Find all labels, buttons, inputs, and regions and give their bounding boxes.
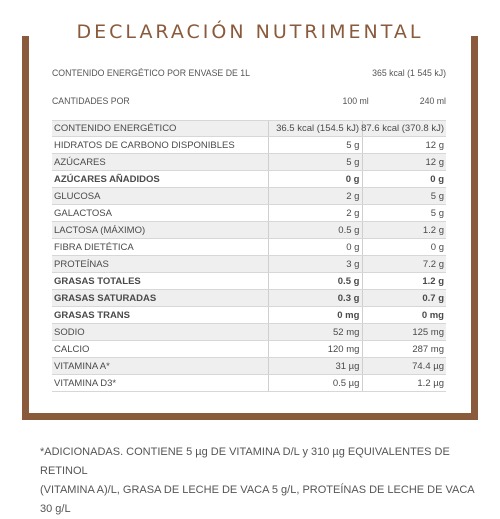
nutrient-name: SODIO xyxy=(54,326,85,338)
nutrient-name: LACTOSA (MÁXIMO) xyxy=(54,224,146,236)
nutrient-row: VITAMINA A* 31 µg 74.4 µg xyxy=(52,358,446,375)
nutrient-name: AZÚCARES xyxy=(54,156,106,168)
nutrient-value-240ml: 74.4 µg xyxy=(362,358,446,374)
nutrient-row: GRASAS SATURADAS 0.3 g 0.7 g xyxy=(52,290,446,307)
portion-col-240ml: 240 ml xyxy=(419,95,447,107)
nutrient-value-100ml: 0.5 g xyxy=(267,273,363,289)
nutrition-title: DECLARACIÓN NUTRIMENTAL xyxy=(0,21,500,43)
nutrient-value-240ml: 287 mg xyxy=(362,341,446,357)
nutrient-value-240ml: 12 g xyxy=(362,137,446,153)
nutrient-row: HIDRATOS DE CARBONO DISPONIBLES 5 g 12 g xyxy=(52,137,446,154)
nutrient-name: GALACTOSA xyxy=(54,207,112,219)
nutrient-value-240ml: 125 mg xyxy=(362,324,446,340)
nutrient-row: VITAMINA D3* 0.5 µg 1.2 µg xyxy=(52,375,446,392)
nutrient-row: PROTEÍNAS 3 g 7.2 g xyxy=(52,256,446,273)
nutrient-value-240ml: 5 g xyxy=(362,205,446,221)
portion-label: CANTIDADES POR xyxy=(52,95,130,107)
nutrient-name: FIBRA DIETÉTICA xyxy=(54,241,134,253)
nutrient-name: HIDRATOS DE CARBONO DISPONIBLES xyxy=(54,139,235,151)
energy-per-package-row: CONTENIDO ENERGÉTICO POR ENVASE DE 1L 36… xyxy=(52,62,446,84)
nutrient-row: AZÚCARES 5 g 12 g xyxy=(52,154,446,171)
portion-header-row: CANTIDADES POR 100 ml 240 ml xyxy=(52,90,446,112)
nutrient-value-100ml: 36.5 kcal (154.5 kJ) xyxy=(267,121,362,136)
nutrient-name: VITAMINA D3* xyxy=(54,377,117,389)
nutrient-value-100ml: 0.5 g xyxy=(267,222,363,238)
nutrient-value-100ml: 52 mg xyxy=(267,324,363,340)
nutrient-value-240ml: 0.7 g xyxy=(362,290,446,306)
nutrient-value-100ml: 120 mg xyxy=(267,341,363,357)
nutrient-row: LACTOSA (MÁXIMO) 0.5 g 1.2 g xyxy=(52,222,446,239)
nutrient-value-240ml: 1.2 g xyxy=(362,273,446,289)
nutrient-row: CONTENIDO ENERGÉTICO 36.5 kcal (154.5 kJ)… xyxy=(52,120,446,137)
nutrient-value-100ml: 5 g xyxy=(267,137,363,153)
nutrient-row: GRASAS TOTALES 0.5 g 1.2 g xyxy=(52,273,446,290)
nutrient-name: AZÚCARES AÑADIDOS xyxy=(54,173,160,185)
nutrient-value-100ml: 0 mg xyxy=(267,307,363,323)
nutrient-value-100ml: 2 g xyxy=(267,188,363,204)
nutrient-name: VITAMINA A* xyxy=(54,360,110,372)
nutrient-name: GRASAS SATURADAS xyxy=(54,292,157,304)
footnote-line-2: (VITAMINA A)/L, GRASA DE LECHE DE VACA 5… xyxy=(40,484,475,515)
nutrient-value-100ml: 0 g xyxy=(267,239,363,255)
nutrient-value-240ml: 7.2 g xyxy=(362,256,446,272)
nutrition-table: CONTENIDO ENERGÉTICO POR ENVASE DE 1L 36… xyxy=(52,62,446,392)
energy-per-package-label: CONTENIDO ENERGÉTICO POR ENVASE DE 1L xyxy=(52,67,250,79)
nutrient-value-240ml: 12 g xyxy=(362,154,446,170)
nutrient-name: PROTEÍNAS xyxy=(54,258,109,270)
energy-per-package-value: 365 kcal (1 545 kJ) xyxy=(372,67,447,79)
nutrient-value-100ml: 2 g xyxy=(267,205,363,221)
nutrient-value-240ml: 1.2 g xyxy=(362,222,446,238)
nutrient-value-100ml: 5 g xyxy=(267,154,363,170)
nutrient-value-100ml: 0.5 µg xyxy=(267,375,363,391)
nutrient-value-240ml: 5 g xyxy=(362,188,446,204)
nutrient-value-240ml: 0 g xyxy=(362,239,446,255)
nutrient-rows: CONTENIDO ENERGÉTICO 36.5 kcal (154.5 kJ)… xyxy=(52,120,446,392)
nutrient-name: GRASAS TOTALES xyxy=(54,275,141,287)
nutrient-name: GRASAS TRANS xyxy=(54,309,131,321)
nutrient-value-240ml: 87.6 kcal (370.8 kJ) xyxy=(361,121,444,136)
portion-col-100ml: 100 ml xyxy=(342,95,369,107)
nutrient-row: CALCIO 120 mg 287 mg xyxy=(52,341,446,358)
nutrient-value-100ml: 3 g xyxy=(267,256,363,272)
nutrient-row: GRASAS TRANS 0 mg 0 mg xyxy=(52,307,446,324)
nutrient-value-240ml: 1.2 µg xyxy=(362,375,446,391)
title-text: DECLARACIÓN NUTRIMENTAL xyxy=(64,21,436,43)
nutrient-value-100ml: 31 µg xyxy=(267,358,363,374)
nutrient-row: SODIO 52 mg 125 mg xyxy=(52,324,446,341)
nutrient-value-100ml: 0 g xyxy=(267,171,363,187)
nutrient-name: CONTENIDO ENERGÉTICO xyxy=(54,123,177,134)
nutrient-value-100ml: 0.3 g xyxy=(267,290,363,306)
footnote-line-1: *ADICIONADAS. CONTIENE 5 µg DE VITAMINA … xyxy=(40,446,450,477)
nutrient-name: GLUCOSA xyxy=(54,190,101,202)
nutrient-name: CALCIO xyxy=(54,343,90,355)
nutrient-value-240ml: 0 g xyxy=(362,171,446,187)
footnote: *ADICIONADAS. CONTIENE 5 µg DE VITAMINA … xyxy=(40,443,480,519)
nutrient-value-240ml: 0 mg xyxy=(362,307,446,323)
label-frame xyxy=(22,36,478,420)
